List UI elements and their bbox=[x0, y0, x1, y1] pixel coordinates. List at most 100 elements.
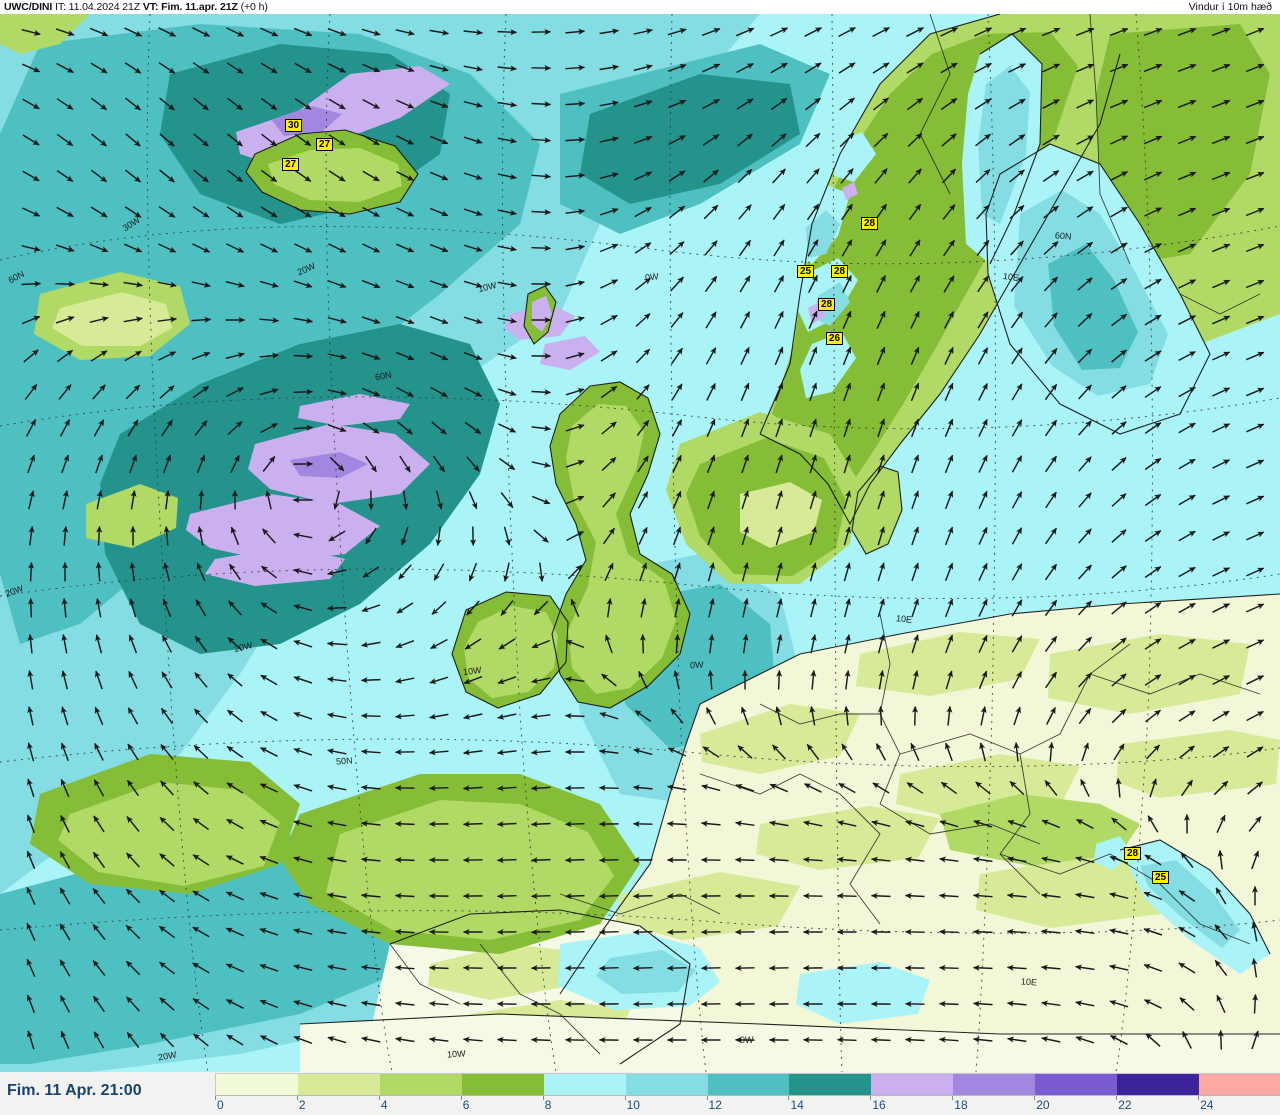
wind-arrow bbox=[978, 562, 988, 581]
wind-arrow bbox=[938, 964, 959, 971]
wind-arrow bbox=[875, 743, 887, 761]
wind-arrow bbox=[497, 65, 517, 72]
wind-arrow bbox=[876, 274, 886, 293]
wind-arrow bbox=[636, 419, 650, 437]
wind-max-label: 25 bbox=[797, 265, 815, 278]
legend-swatch-16-18[interactable] bbox=[871, 1074, 954, 1095]
wind-arrow bbox=[531, 639, 551, 649]
wind-arrow bbox=[225, 999, 244, 1009]
wind-arrow bbox=[1011, 491, 1023, 509]
wind-arrow bbox=[1111, 601, 1127, 615]
wind-arrow bbox=[738, 239, 752, 257]
legend-swatch-6-8[interactable] bbox=[461, 1074, 544, 1095]
wind-arrow bbox=[776, 669, 783, 690]
wind-arrow bbox=[706, 418, 716, 437]
wind-arrow bbox=[59, 887, 71, 905]
wind-arrow bbox=[1145, 1033, 1161, 1047]
wind-arrow bbox=[361, 641, 381, 648]
wind-arrow bbox=[259, 855, 279, 864]
model-name: UWC/DINI bbox=[4, 1, 53, 13]
wind-arrow bbox=[293, 1035, 313, 1044]
color-scale-legend[interactable]: 0 2 4 6 8 10 12 14 16 18 20 22 24 bbox=[215, 1073, 1280, 1115]
wind-arrow bbox=[327, 389, 347, 396]
wind-arrow bbox=[703, 169, 719, 183]
weather-map-canvas[interactable]: 60N 30W 20W 10W 0W 60N 10E 60N 20W 20W 10W 0W 10E 50N… bbox=[0, 14, 1280, 1072]
map-footer-bar: Fim. 11 Apr. 21:00 0 2 4 6 8 10 12 14 16 18 20 22 24 bbox=[0, 1072, 1280, 1115]
wind-arrow bbox=[89, 27, 109, 37]
wind-arrow bbox=[772, 744, 786, 760]
wind-arrow bbox=[497, 209, 517, 216]
legend-swatch-14-16[interactable] bbox=[789, 1074, 872, 1095]
legend-swatch-2-4[interactable] bbox=[297, 1074, 380, 1095]
wind-arrow bbox=[838, 782, 856, 794]
wind-arrow bbox=[943, 239, 955, 257]
wind-arrow bbox=[843, 705, 850, 726]
legend-swatch-12-14[interactable] bbox=[707, 1074, 790, 1095]
wind-arrow bbox=[1110, 135, 1129, 145]
wind-arrow bbox=[530, 785, 551, 792]
wind-arrow bbox=[670, 312, 684, 328]
graticule-label-10e: 10E bbox=[1002, 270, 1020, 284]
wind-arrow bbox=[1010, 276, 1024, 292]
wind-arrow bbox=[775, 490, 783, 510]
legend-swatch-8-10[interactable] bbox=[543, 1074, 626, 1095]
wind-arrow bbox=[738, 204, 752, 220]
wind-arrow bbox=[633, 64, 653, 72]
wind-arrow bbox=[1245, 279, 1265, 289]
wind-arrow bbox=[361, 928, 381, 935]
wind-arrow bbox=[978, 490, 988, 509]
legend-swatch-22-24[interactable] bbox=[1117, 1074, 1200, 1095]
wind-arrow bbox=[876, 310, 886, 329]
wind-arrow bbox=[599, 712, 619, 720]
wind-arrow bbox=[769, 783, 789, 793]
wind-arrow bbox=[874, 168, 888, 184]
legend-swatch-4-6[interactable] bbox=[379, 1074, 462, 1095]
wind-arrow bbox=[293, 640, 313, 648]
wind-arrow bbox=[161, 419, 173, 437]
wind-arrow bbox=[96, 525, 103, 546]
wind-arrow bbox=[192, 926, 210, 938]
wind-arrow bbox=[734, 856, 755, 863]
wind-arrow bbox=[633, 100, 653, 108]
wind-arrow bbox=[433, 563, 445, 581]
wind-arrow bbox=[565, 495, 585, 505]
wind-arrow bbox=[1041, 856, 1061, 863]
wind-arrow bbox=[1010, 240, 1024, 256]
wind-arrow bbox=[294, 98, 312, 110]
wind-arrow bbox=[160, 707, 174, 725]
wind-arrow bbox=[741, 490, 749, 510]
legend-swatch-18-20[interactable] bbox=[953, 1074, 1036, 1095]
wind-arrow bbox=[1217, 1029, 1224, 1050]
legend-swatch-24plus[interactable] bbox=[1199, 1074, 1280, 1095]
wind-arrow bbox=[60, 1030, 70, 1049]
legend-color-bar[interactable] bbox=[215, 1073, 1280, 1095]
wind-arrow bbox=[361, 964, 381, 971]
legend-swatch-20-22[interactable] bbox=[1035, 1074, 1118, 1095]
legend-swatch-0-2[interactable] bbox=[216, 1074, 298, 1095]
wind-arrow bbox=[638, 670, 648, 689]
wind-arrow bbox=[262, 528, 276, 544]
wind-arrow bbox=[60, 814, 70, 833]
wind-arrow bbox=[59, 923, 71, 941]
wind-arrow bbox=[1212, 351, 1231, 361]
wind-arrow bbox=[62, 490, 69, 510]
wind-arrow bbox=[60, 778, 70, 797]
wind-arrow bbox=[1043, 241, 1059, 255]
wind-arrow bbox=[226, 386, 244, 398]
wind-arrow bbox=[1177, 99, 1197, 109]
wind-arrow bbox=[497, 281, 517, 288]
wind-arrow bbox=[770, 62, 788, 74]
wind-arrow bbox=[361, 604, 381, 612]
map-header-bar: UWC/DINI IT: 11.04.2024 21Z VT: Fim. 11.… bbox=[0, 0, 1280, 14]
wind-arrow bbox=[1245, 171, 1265, 181]
valid-label: VT: bbox=[142, 1, 159, 13]
wind-arrow bbox=[1143, 27, 1163, 36]
wind-arrow bbox=[873, 97, 889, 111]
legend-swatch-10-12[interactable] bbox=[625, 1074, 708, 1095]
wind-arrow bbox=[601, 673, 617, 687]
wind-arrow bbox=[361, 1036, 381, 1043]
wind-arrow bbox=[260, 97, 278, 111]
wind-arrow bbox=[92, 851, 106, 869]
wind-arrow bbox=[327, 28, 347, 37]
wind-arrow bbox=[125, 384, 141, 400]
